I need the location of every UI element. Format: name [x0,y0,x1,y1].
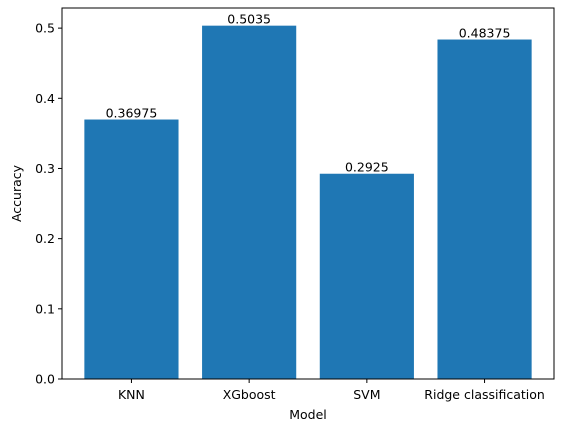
y-tick-label: 0.2 [35,231,55,246]
data-label: 0.36975 [106,106,158,121]
x-axis-title: Model [289,407,327,422]
y-axis-ticks: 0.0 0.1 0.2 0.3 0.4 0.5 [35,21,62,387]
x-axis-ticks: KNN XGboost SVM Ridge classification [118,379,545,402]
y-tick-label: 0.4 [35,91,55,106]
plot-frame [61,7,555,380]
bars-group [84,25,532,380]
x-tick-label: SVM [353,387,380,402]
data-label: 0.48375 [459,26,511,41]
y-tick-label: 0.5 [35,21,55,36]
x-tick-label: XGboost [223,387,276,402]
x-tick-label: Ridge classification [424,387,545,402]
data-label: 0.2925 [345,160,389,175]
y-tick-label: 0.1 [35,301,55,316]
bar-xgboost [202,25,297,380]
bar-ridge-classification [437,39,532,380]
y-tick-label: 0.0 [35,372,55,387]
x-tick-label: KNN [118,387,145,402]
data-labels-group: 0.36975 0.5035 0.2925 0.48375 [106,12,511,175]
data-label: 0.5035 [227,12,271,27]
bar-knn [84,119,179,380]
y-axis-title: Accuracy [9,164,24,222]
y-tick-label: 0.3 [35,161,55,176]
bar-svm [319,173,414,379]
